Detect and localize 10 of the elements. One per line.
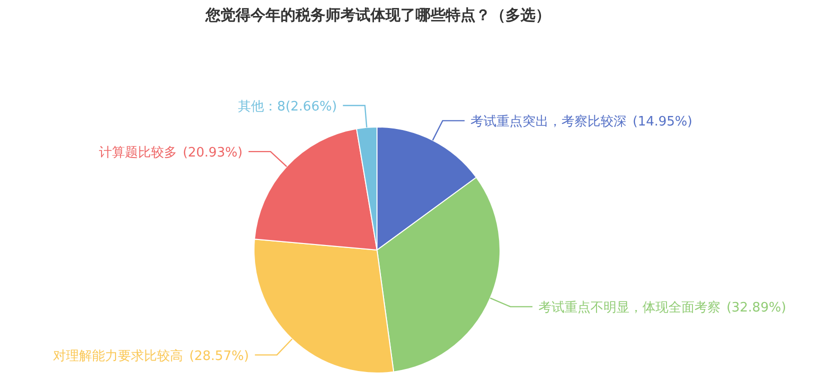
chart-title: 您觉得今年的税务师考试体现了哪些特点？（多选） [204, 6, 550, 24]
slice-label: 对理解能力要求比较高 [53, 348, 184, 364]
slice-label: 其他：8(2.66%) [238, 100, 337, 115]
slice-label: 考试重点不明显，体现全面考察 [538, 300, 720, 316]
slice-label: 计算题比较多 [98, 146, 177, 161]
data-label: (20.93%) [182, 146, 243, 161]
data-label: (14.95%) [632, 114, 692, 130]
data-label: (28.57%) [189, 348, 249, 364]
data-label: (32.89%) [726, 300, 786, 316]
slice-label: 考试重点突出，考察比较深 [470, 114, 627, 130]
